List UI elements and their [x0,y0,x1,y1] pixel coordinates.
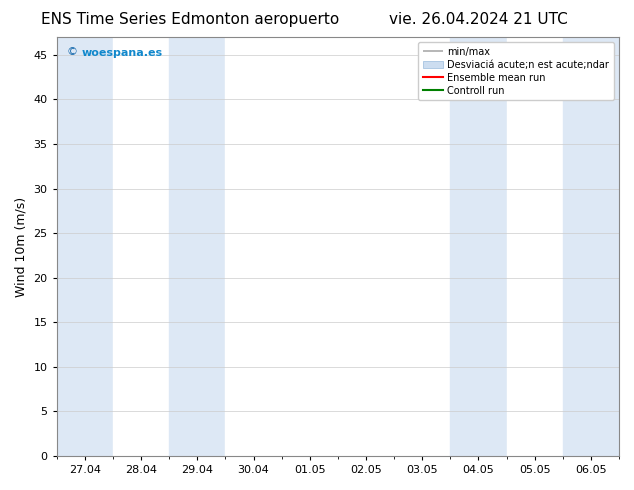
Text: ©: © [67,48,78,57]
Bar [226,37,281,456]
Title: ENS Time Series Edmonton aeropuerto      vie. 26.04.2024 21 UTC: ENS Time Series Edmonton aeropuerto vie.… [0,489,1,490]
Bar [169,37,226,456]
Bar [394,37,450,456]
Text: vie. 26.04.2024 21 UTC: vie. 26.04.2024 21 UTC [389,12,568,27]
Bar [450,37,507,456]
Bar [56,37,113,456]
Bar [338,37,394,456]
Bar [507,37,563,456]
Y-axis label: Wind 10m (m/s): Wind 10m (m/s) [15,196,28,296]
Bar [113,37,169,456]
Bar [281,37,338,456]
Bar [563,37,619,456]
Text: ENS Time Series Edmonton aeropuerto: ENS Time Series Edmonton aeropuerto [41,12,339,27]
Text: woespana.es: woespana.es [82,48,163,57]
Legend: min/max, Desviaciá acute;n est acute;ndar, Ensemble mean run, Controll run: min/max, Desviaciá acute;n est acute;nda… [418,42,614,100]
